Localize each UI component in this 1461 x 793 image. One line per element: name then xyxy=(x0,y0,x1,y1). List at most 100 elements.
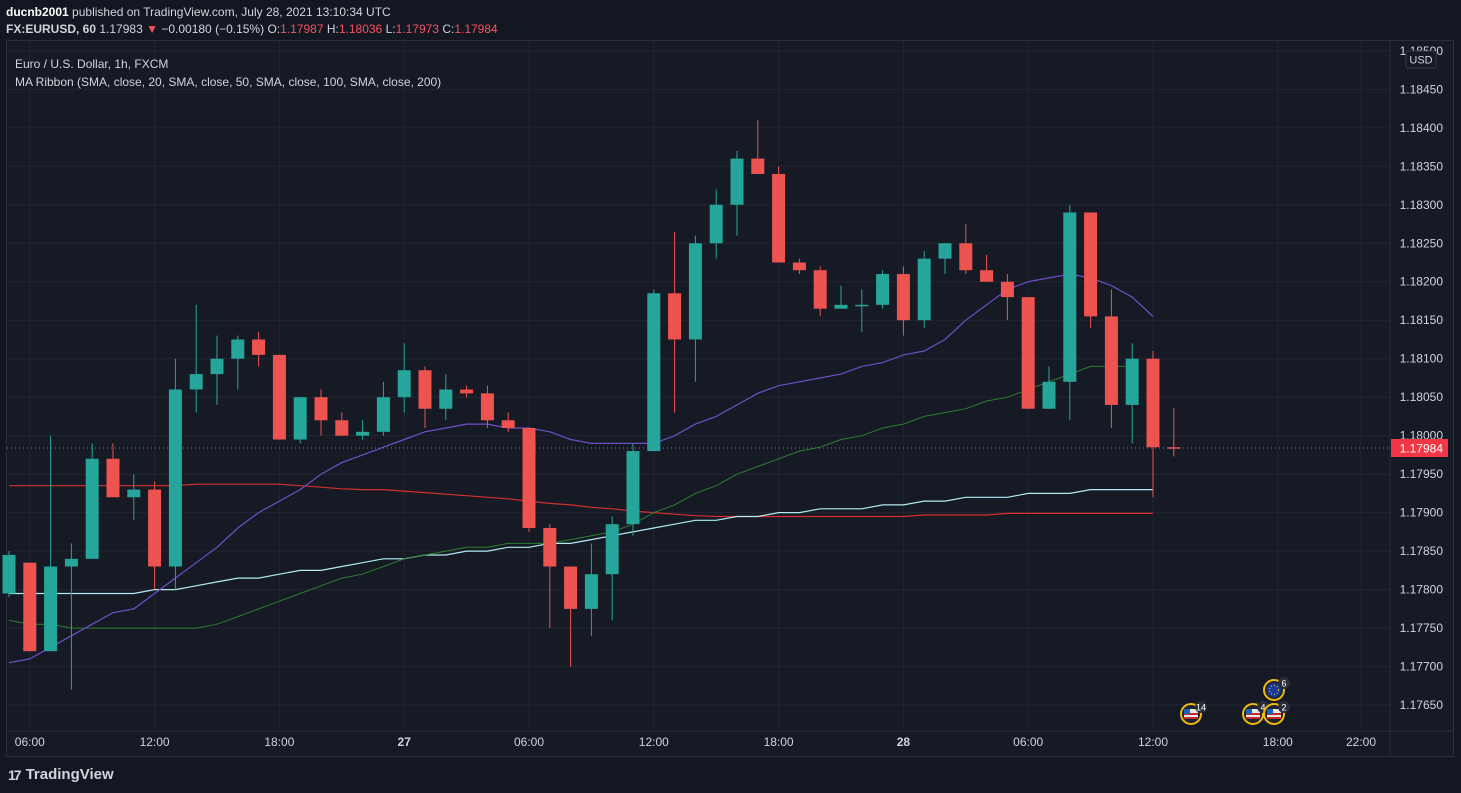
price-tick-label: 1.17700 xyxy=(1400,660,1444,674)
candle-body xyxy=(834,304,848,309)
bearish-candle xyxy=(1167,407,1181,457)
candle-body xyxy=(730,158,744,205)
bearish-candle xyxy=(418,366,432,428)
bullish-candle xyxy=(1042,366,1056,409)
currency-label: USD xyxy=(1409,55,1432,67)
candle-body xyxy=(959,243,973,271)
tradingview-logo-icon: 17 xyxy=(8,766,22,783)
candle-body xyxy=(709,204,723,244)
us-flag-canton xyxy=(1246,709,1252,714)
bullish-candle xyxy=(231,335,245,390)
candle-body xyxy=(688,243,702,340)
candle-body xyxy=(1146,358,1160,448)
time-tick-label: 18:00 xyxy=(1263,735,1293,749)
candle-body xyxy=(792,262,806,271)
price-tick-label: 1.18100 xyxy=(1400,352,1444,366)
chart-legend: Euro / U.S. Dollar, 1h, FXCM MA Ribbon (… xyxy=(15,55,441,91)
bullish-candle xyxy=(168,358,182,590)
bearish-candle xyxy=(896,266,910,336)
bullish-candle xyxy=(834,285,848,309)
bearish-candle xyxy=(980,254,994,282)
indicator-title[interactable]: MA Ribbon (SMA, close, 20, SMA, close, 5… xyxy=(15,75,442,89)
bullish-candle xyxy=(876,270,890,309)
bullish-candle xyxy=(293,397,307,444)
price-tick-label: 1.17800 xyxy=(1400,583,1444,597)
ma50-line xyxy=(8,365,1133,629)
candle-body xyxy=(938,243,952,259)
bearish-candle xyxy=(1021,297,1035,409)
time-tick-label: 18:00 xyxy=(764,735,794,749)
candle-body xyxy=(64,558,78,567)
publish-info: ducnb2001 published on TradingView.com, … xyxy=(6,5,391,19)
bullish-candle xyxy=(210,335,224,405)
economic-event-marker[interactable]: 2 xyxy=(1263,701,1290,725)
event-count-label: 2 xyxy=(1281,703,1286,713)
candle-body xyxy=(314,397,328,421)
bearish-candle xyxy=(522,427,536,532)
candle-body xyxy=(293,397,307,440)
last-price-badge-label: 1.17984 xyxy=(1400,441,1444,455)
candle-body xyxy=(917,258,931,321)
bearish-candle xyxy=(335,412,349,436)
event-count-label: 14 xyxy=(1196,703,1206,713)
candle-body xyxy=(522,427,536,529)
price-tick-label: 1.18450 xyxy=(1400,82,1444,96)
time-tick-label: 06:00 xyxy=(15,735,45,749)
event-count-badge xyxy=(1278,677,1290,689)
candle-body xyxy=(1042,381,1056,409)
candle-body xyxy=(751,158,765,174)
bearish-candle xyxy=(1146,351,1160,498)
author-name[interactable]: ducnb2001 xyxy=(6,5,69,19)
candle-body xyxy=(460,389,474,394)
candle-body xyxy=(647,293,661,452)
open-label: O: xyxy=(267,22,281,36)
economic-event-marker[interactable]: 14 xyxy=(1180,701,1207,725)
us-flag-stripe xyxy=(1267,713,1281,715)
bearish-candle xyxy=(460,385,474,398)
economic-event-marker[interactable]: 6 xyxy=(1263,677,1290,701)
bullish-candle xyxy=(64,543,78,690)
candle-body xyxy=(335,420,349,436)
bullish-candle xyxy=(647,289,661,452)
chart-pane[interactable] xyxy=(6,40,1454,757)
price-tick-label: 1.18300 xyxy=(1400,198,1444,212)
candle-body xyxy=(564,566,578,609)
bullish-candle xyxy=(709,189,723,259)
bearish-candle xyxy=(772,166,786,263)
bullish-candle xyxy=(605,516,619,621)
bearish-candle xyxy=(252,331,266,367)
time-tick-label: 12:00 xyxy=(639,735,669,749)
ma100-line xyxy=(9,489,1153,595)
candle-body xyxy=(85,458,99,559)
low-value: 1.17973 xyxy=(395,22,439,36)
candle-body xyxy=(626,451,640,525)
bearish-candle xyxy=(792,258,806,275)
candle-body xyxy=(501,420,515,428)
bullish-candle xyxy=(127,474,141,521)
candle-body xyxy=(376,397,390,432)
bullish-candle xyxy=(1063,204,1077,421)
bullish-candle xyxy=(439,374,453,421)
bullish-candle xyxy=(688,235,702,382)
us-flag-stripe xyxy=(1184,713,1198,715)
bullish-candle xyxy=(855,289,869,332)
candle-body xyxy=(189,374,203,390)
time-tick-label: 12:00 xyxy=(140,735,170,749)
bearish-candle xyxy=(1104,289,1118,428)
bullish-candle xyxy=(1125,343,1139,444)
price-tick-label: 1.18150 xyxy=(1400,313,1444,327)
candle-body xyxy=(356,431,370,436)
bullish-candle xyxy=(917,250,931,328)
us-flag-stripe xyxy=(1184,717,1198,719)
candle-body xyxy=(231,339,245,359)
candle-body xyxy=(480,393,494,421)
bearish-candle xyxy=(751,120,765,174)
bearish-candle xyxy=(668,231,682,413)
candle-body xyxy=(1125,358,1139,405)
tradingview-logo[interactable]: 17 TradingView xyxy=(8,766,114,783)
candle-body xyxy=(106,458,120,498)
price-change: −0.00180 (−0.15%) xyxy=(161,22,265,36)
high-value: 1.18036 xyxy=(338,22,383,36)
price-tick-label: 1.18050 xyxy=(1400,390,1444,404)
